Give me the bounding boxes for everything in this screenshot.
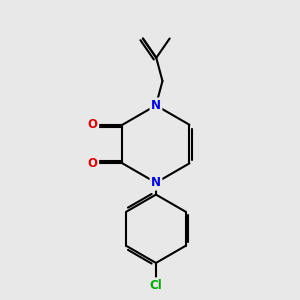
- Text: O: O: [88, 118, 98, 131]
- Text: N: N: [151, 99, 161, 112]
- Text: O: O: [88, 157, 98, 170]
- Text: Cl: Cl: [150, 279, 162, 292]
- Text: N: N: [151, 176, 161, 189]
